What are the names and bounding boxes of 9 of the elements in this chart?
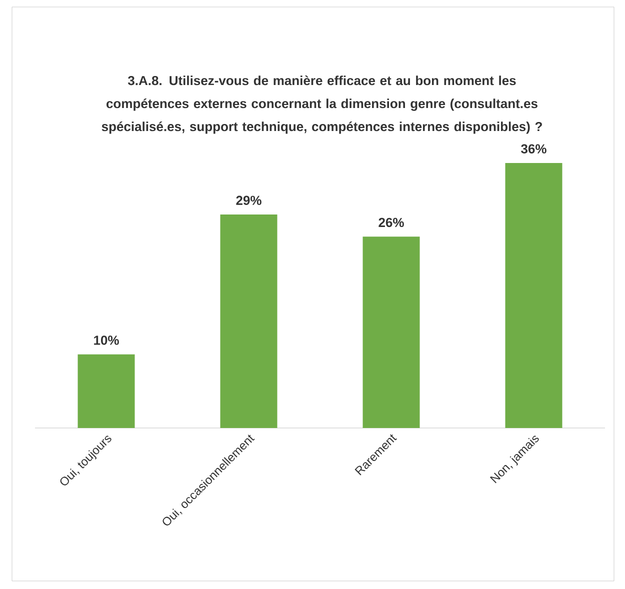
chart-title: 3.A.8. Utilisez-vous de manière efficace et au bon moment les compétences externes concernant la dimension genre (consultant.es spécialisé.es, support technique, compétences internes disponibles) ?: [102, 76, 542, 134]
bar: [505, 162, 562, 428]
bar: [78, 354, 135, 428]
bar: [362, 236, 420, 428]
data-label: 10%: [94, 336, 119, 345]
data-label: 29%: [236, 196, 262, 205]
data-label: 26%: [378, 218, 404, 228]
bar: [220, 214, 278, 428]
data-label: 36%: [521, 144, 546, 154]
